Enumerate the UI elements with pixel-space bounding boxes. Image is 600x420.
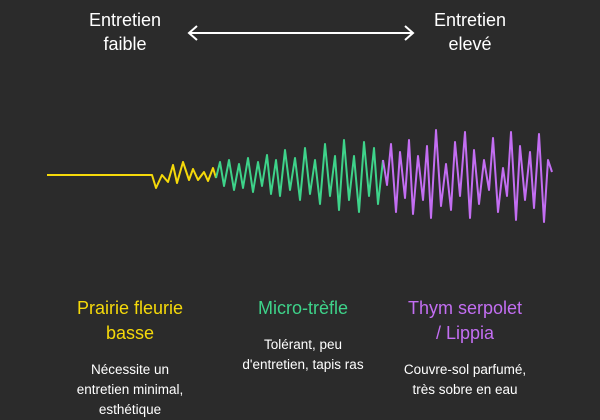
category-description: Tolérant, peu d'entretien, tapis ras <box>242 337 364 372</box>
waveform-segment-high <box>382 129 553 223</box>
waveform-segment-low <box>47 161 217 189</box>
category-thym-serpolet: Thym serpolet / Lippia Couvre-sol parfum… <box>385 296 545 400</box>
category-description: Nécessite un entretien minimal, esthétiq… <box>76 362 184 417</box>
category-description: Couvre-sol parfumé, très sobre en eau <box>403 362 527 397</box>
double-arrow-icon <box>187 25 415 41</box>
category-prairie-fleurie: Prairie fleurie basse Nécessite un entre… <box>55 296 205 420</box>
category-title: Micro-trèfle <box>257 298 348 318</box>
category-title: Thym serpolet / Lippia <box>407 298 523 343</box>
category-micro-trefle: Micro-trèfle Tolérant, peu d'entretien, … <box>223 296 383 375</box>
waveform-segment-mid <box>215 139 384 213</box>
low-maintenance-label: Entretien faible <box>88 10 162 54</box>
category-title: Prairie fleurie basse <box>76 298 184 343</box>
high-maintenance-label: Entretien elevé <box>433 10 507 54</box>
